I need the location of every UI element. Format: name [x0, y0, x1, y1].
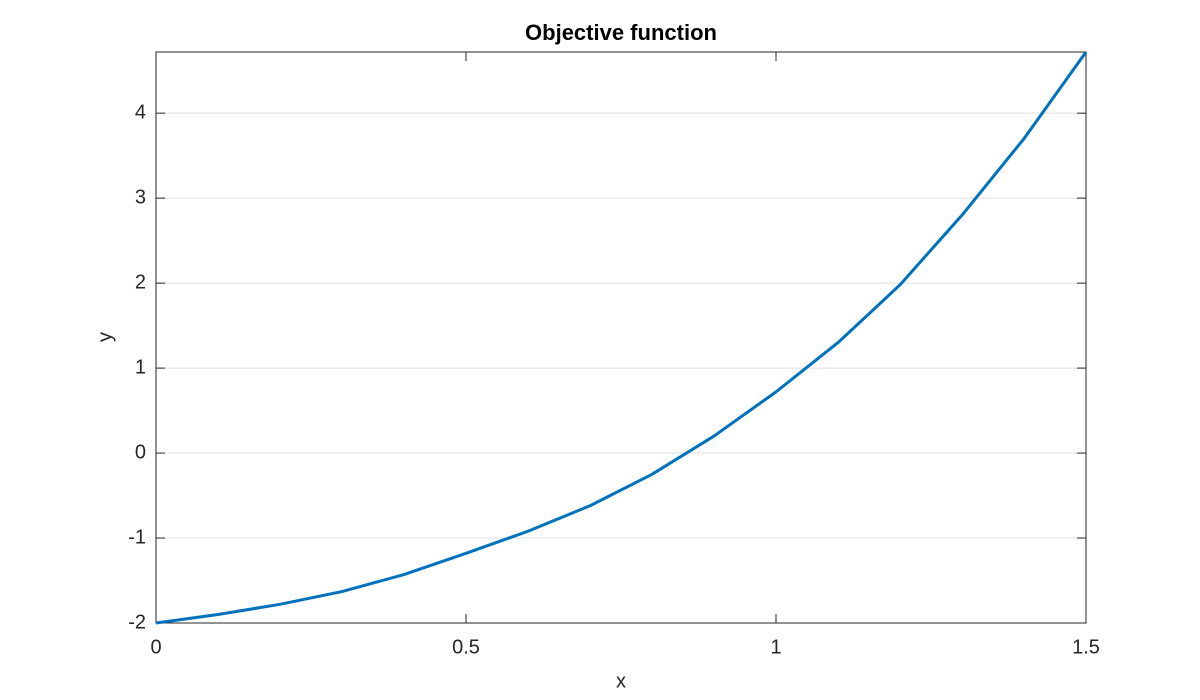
- y-tick-label: 2: [135, 271, 146, 293]
- y-tick-label: 3: [135, 186, 146, 208]
- x-tick-label: 0: [150, 636, 161, 658]
- y-tick-label: 0: [135, 441, 146, 463]
- y-tick-label: 4: [135, 101, 146, 123]
- x-tick-label: 0.5: [452, 636, 480, 658]
- plot-frame: [155, 51, 1087, 624]
- y-axis-label: y: [94, 332, 116, 342]
- chart-title: Objective function: [525, 20, 717, 45]
- y-tick-label: -2: [128, 611, 146, 633]
- x-axis-label: x: [616, 670, 626, 692]
- y-tick-label: 1: [135, 356, 146, 378]
- x-tick-label: 1.5: [1072, 636, 1100, 658]
- x-tick-label: 1: [770, 636, 781, 658]
- y-tick-label: -1: [128, 526, 146, 548]
- line-series: [155, 51, 1088, 625]
